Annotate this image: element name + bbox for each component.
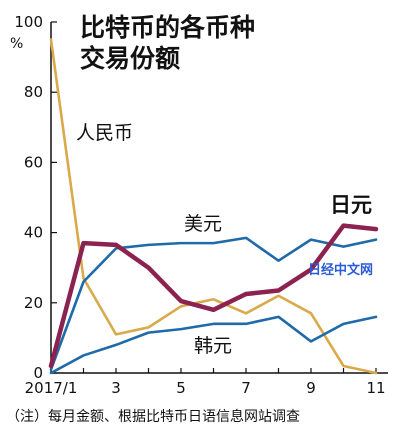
y-tick-label: 40: [24, 224, 43, 242]
x-tick-label: 11: [366, 379, 385, 397]
y-tick-label: 20: [24, 294, 43, 312]
series-label-rmb: 人民币: [76, 122, 133, 144]
y-tick-label: 80: [24, 83, 43, 101]
x-tick-label: 9: [306, 379, 316, 397]
series-line-3: [48, 223, 379, 369]
y-axis-ticks: 0 20 40 60 80 100: [14, 13, 57, 382]
series-lines: [48, 38, 379, 375]
footnote: （注）每月金额、根据比特币日语信息网站调查: [6, 408, 300, 425]
y-tick-label: 60: [24, 153, 43, 171]
series-label-usd: 美元: [184, 213, 222, 235]
x-tick-label: 3: [111, 379, 121, 397]
y-axis-unit: %: [10, 36, 23, 52]
series-label-jpy: 日元: [330, 193, 372, 217]
watermark-text: 日经中文网: [308, 262, 373, 278]
series-label-krw: 韩元: [194, 335, 232, 357]
x-tick-label: 7: [241, 379, 251, 397]
chart-title-line-1: 比特币的各币种: [80, 13, 255, 42]
y-tick-label: 100: [14, 13, 43, 31]
series-line-1: [49, 236, 378, 371]
series-line-2: [49, 315, 378, 375]
x-tick-label: 5: [176, 379, 186, 397]
chart-title-line-2: 交易份额: [80, 44, 180, 73]
y-tick-label: 0: [33, 364, 43, 382]
series-line-0: [49, 38, 378, 375]
x-tick-label: 2017/1: [25, 379, 78, 397]
x-axis-ticks: 2017/1 3 5 7 9 11: [25, 368, 386, 397]
axes: [50, 22, 388, 374]
